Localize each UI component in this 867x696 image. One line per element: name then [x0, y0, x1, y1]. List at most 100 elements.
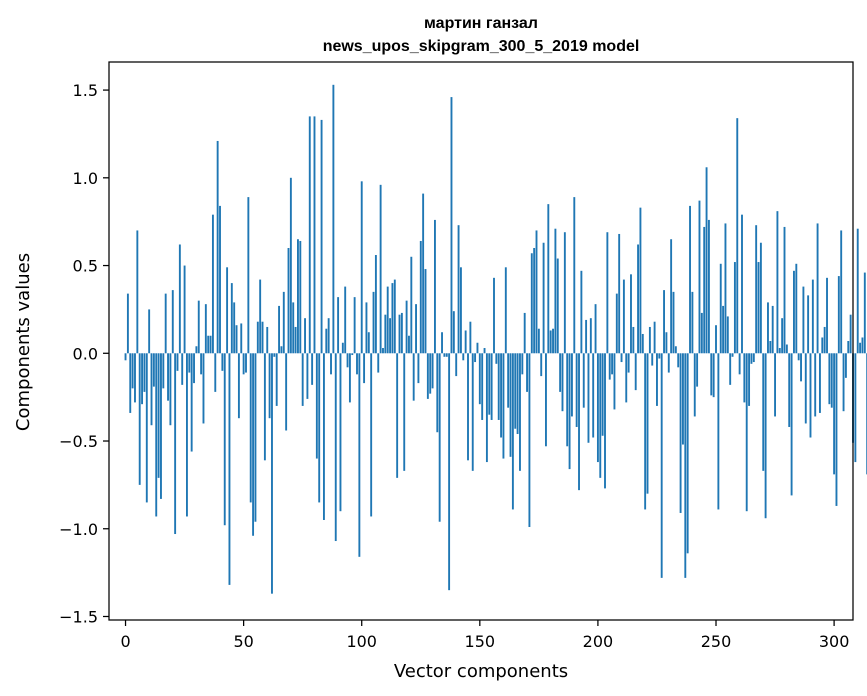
bar	[278, 305, 280, 354]
bar	[197, 300, 200, 354]
bar	[644, 353, 647, 510]
bar	[325, 328, 328, 354]
bar	[823, 326, 826, 354]
bar	[809, 353, 812, 438]
bar	[294, 326, 297, 354]
bar	[415, 304, 417, 354]
bar	[181, 353, 184, 385]
bar	[570, 353, 573, 417]
bar	[604, 353, 606, 489]
bar	[738, 353, 741, 375]
bar	[651, 353, 654, 366]
bar	[353, 297, 356, 354]
bar	[438, 353, 441, 522]
bar	[656, 353, 658, 406]
bar	[861, 337, 864, 354]
bar	[367, 332, 370, 354]
bar	[559, 353, 562, 392]
bar	[667, 353, 670, 373]
bar	[259, 279, 262, 354]
bar	[677, 353, 680, 368]
bar	[334, 353, 337, 542]
bar	[795, 263, 798, 354]
bar	[511, 353, 514, 510]
bar	[483, 348, 486, 354]
bar	[632, 326, 635, 354]
bar	[318, 353, 321, 503]
bar	[377, 353, 380, 373]
bar	[785, 344, 788, 354]
bar	[379, 184, 382, 354]
bar	[509, 353, 512, 457]
bar	[426, 353, 429, 399]
bar	[807, 295, 810, 354]
bar	[674, 346, 677, 354]
bar	[152, 353, 155, 387]
bar	[478, 353, 481, 405]
bar	[837, 276, 840, 354]
bar	[696, 353, 699, 387]
bar	[599, 353, 602, 478]
bar	[145, 353, 148, 503]
bar	[859, 342, 862, 354]
y-tick-label: −1.5	[59, 607, 98, 626]
bar	[223, 353, 226, 526]
bar	[828, 353, 831, 405]
bar	[204, 304, 207, 354]
bar	[745, 353, 748, 512]
bar	[245, 353, 247, 373]
bar	[743, 353, 746, 403]
bar	[528, 353, 531, 527]
bar	[684, 353, 687, 578]
bar	[174, 353, 177, 535]
bar	[856, 228, 859, 354]
bar	[313, 116, 316, 354]
bar	[391, 283, 394, 354]
bar	[703, 226, 706, 354]
bar	[658, 353, 661, 359]
bar	[729, 353, 732, 385]
bar	[719, 263, 722, 354]
bar	[620, 353, 623, 363]
bar	[521, 353, 524, 375]
bar	[736, 118, 739, 354]
bar	[299, 240, 302, 354]
bar	[124, 353, 127, 361]
bar	[226, 267, 229, 354]
bar	[164, 293, 167, 354]
bar	[150, 353, 153, 426]
bar	[301, 353, 304, 406]
bar	[759, 242, 762, 354]
bar	[514, 353, 517, 429]
bar	[630, 274, 632, 354]
bar	[611, 353, 614, 375]
bars-group	[124, 84, 867, 594]
bar	[504, 267, 507, 354]
bar	[474, 353, 477, 363]
bar	[741, 214, 743, 354]
bar	[481, 353, 484, 420]
bar	[625, 353, 628, 403]
bar	[228, 353, 231, 585]
bar	[523, 312, 526, 354]
bar	[554, 228, 557, 354]
bar	[273, 353, 276, 357]
bar	[615, 293, 618, 354]
bar	[582, 353, 585, 408]
bar	[360, 181, 363, 354]
bar	[854, 353, 857, 463]
bar	[700, 312, 703, 354]
bar	[542, 242, 545, 354]
bar	[403, 353, 406, 471]
bar	[141, 353, 144, 405]
bar	[769, 341, 772, 354]
bar	[710, 353, 713, 396]
bar	[715, 325, 717, 354]
bar	[280, 346, 283, 354]
bar	[396, 353, 399, 478]
bar	[266, 326, 269, 354]
bar	[216, 140, 219, 354]
bar	[408, 335, 410, 354]
bar	[282, 291, 285, 354]
bar	[287, 248, 290, 354]
